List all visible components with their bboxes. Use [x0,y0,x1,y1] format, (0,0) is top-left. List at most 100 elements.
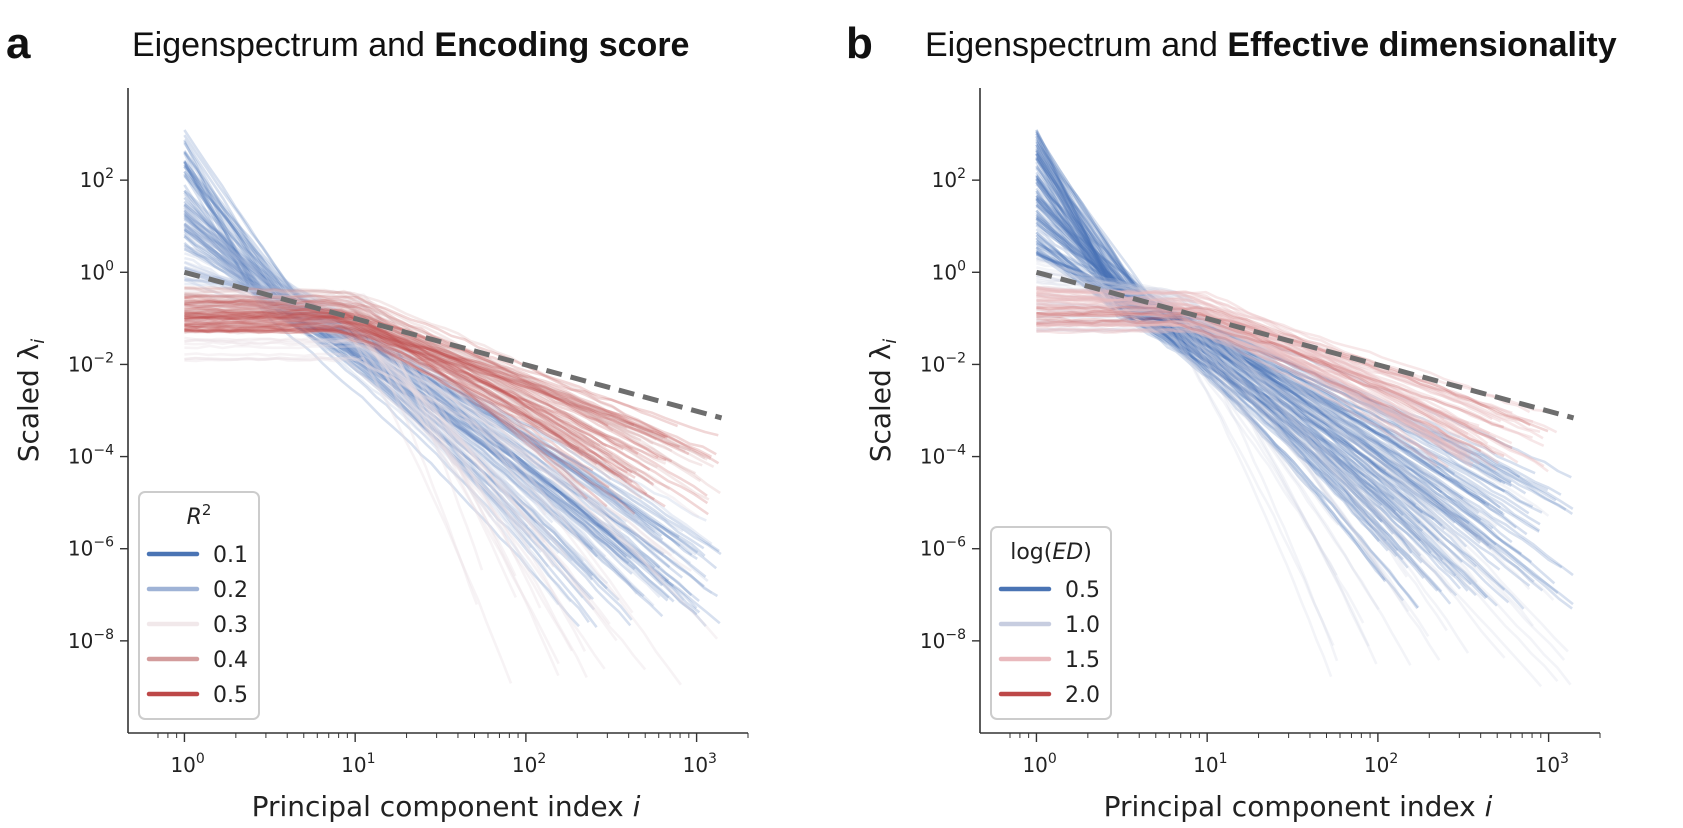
spectrum-line [1035,131,1534,508]
spectrum-line [1035,153,1543,514]
spectrum-line [184,313,593,429]
spectrum-line [184,309,712,458]
spectrum-line [184,324,667,462]
spectrum-line [184,271,606,543]
spectrum-line [1035,218,1425,579]
spectrum-line [1036,328,1335,647]
spectrum-line [184,357,647,671]
spectrum-line [1036,293,1496,456]
title-plain: Eigenspectrum and [132,26,434,64]
spectrum-line [184,303,587,652]
spectrum-line [1035,152,1386,581]
legend-label: 0.4 [213,648,248,673]
y-tick-label: 10−2 [68,350,114,376]
spectrum-line [1036,314,1513,450]
spectrum-line [184,318,546,544]
spectrum-line [1036,278,1531,590]
spectrum-line [183,247,592,601]
spectrum-line [1036,304,1481,465]
spectrum-line [184,327,635,427]
spectrum-line [1035,194,1562,496]
spectrum-line [184,277,607,558]
x-tick-label: 103 [1535,751,1569,777]
spectrum-line [183,241,590,624]
spectrum-line [1036,261,1384,577]
spectrum-line [184,324,629,479]
spectrum-line [184,321,686,452]
tick-base: 10 [80,260,105,284]
spectrum-line [1036,300,1549,473]
spectrum-line [1036,319,1482,453]
tick-exponent: 0 [105,258,114,274]
spectrum-line [1035,135,1439,592]
tick-exponent: −2 [93,350,114,366]
spectrum-line [183,189,661,569]
spectrum-line [183,174,675,587]
spectrum-line [1035,251,1472,586]
spectrum-line [1036,307,1513,415]
spectrum-line [1036,327,1338,576]
x-tick-label: 100 [170,751,204,777]
spectrum-line [184,325,598,466]
spectrum-line [183,210,582,541]
y-tick-label: 10−8 [920,627,966,653]
y-tick-label: 10−4 [920,443,966,469]
x-axis-label: Principal component index i [252,790,641,823]
spectrum-line [1036,293,1339,662]
spectrum-line [184,295,633,474]
spectrum-line [1035,215,1492,550]
spectrum-line [184,337,618,642]
spectrum-line [184,307,708,497]
spectrum-line [1035,156,1468,548]
spectrum-line [184,323,700,518]
y-tick-label: 102 [80,166,114,192]
spectrum-line [184,302,715,468]
spectrum-line [1036,276,1370,647]
spectrum-line [184,315,580,450]
legend-label: 0.5 [1065,578,1100,603]
spectrum-line [1036,318,1461,446]
spectrum-line [184,279,709,582]
spectrum-line [183,244,698,561]
spectrum-line [183,235,700,603]
tick-exponent: 0 [957,258,966,274]
spectrum-line [183,212,656,534]
spectrum-line [183,175,617,540]
tick-base: 10 [932,168,957,192]
spectrum-line [1036,313,1450,469]
tick-exponent: −6 [945,535,966,551]
spectrum-line [183,269,713,594]
spectrum-line [1036,321,1513,445]
spectrum-line [1036,322,1468,455]
spectrum-line [1036,309,1380,611]
spectrum-line [1036,298,1531,414]
spectrum-line [184,329,651,483]
spectrum-line [1035,237,1456,476]
spectrum-line [184,293,479,605]
x-axis-label: Principal component index i [1104,790,1493,823]
legend: R20.10.20.30.40.5 [138,491,260,720]
x-tick-label: 100 [1022,751,1056,777]
tick-base: 10 [170,753,195,777]
spectrum-line [184,286,584,455]
spectrum-line [184,309,655,487]
spectrum-line [1036,327,1474,465]
spectrum-line [184,316,655,501]
chart-title: Eigenspectrum and Encoding score [132,26,689,64]
spectrum-line [1036,320,1498,528]
spectrum-line [1035,209,1525,610]
tick-base: 10 [932,260,957,284]
spectrum-line [184,318,651,471]
spectrum-line [183,235,670,582]
spectrum-line [1035,198,1383,522]
spectrum-line [184,328,654,434]
spectrum-line [1035,135,1541,532]
spectrum-line [183,252,655,607]
spectrum-line [1036,286,1448,632]
spectrum-line [1036,305,1531,427]
spectrum-line [183,196,718,570]
spectrum-line [1036,326,1412,552]
spectrum-line [184,315,574,652]
spectrum-line [1035,177,1395,535]
panel-letter: b [846,19,873,68]
